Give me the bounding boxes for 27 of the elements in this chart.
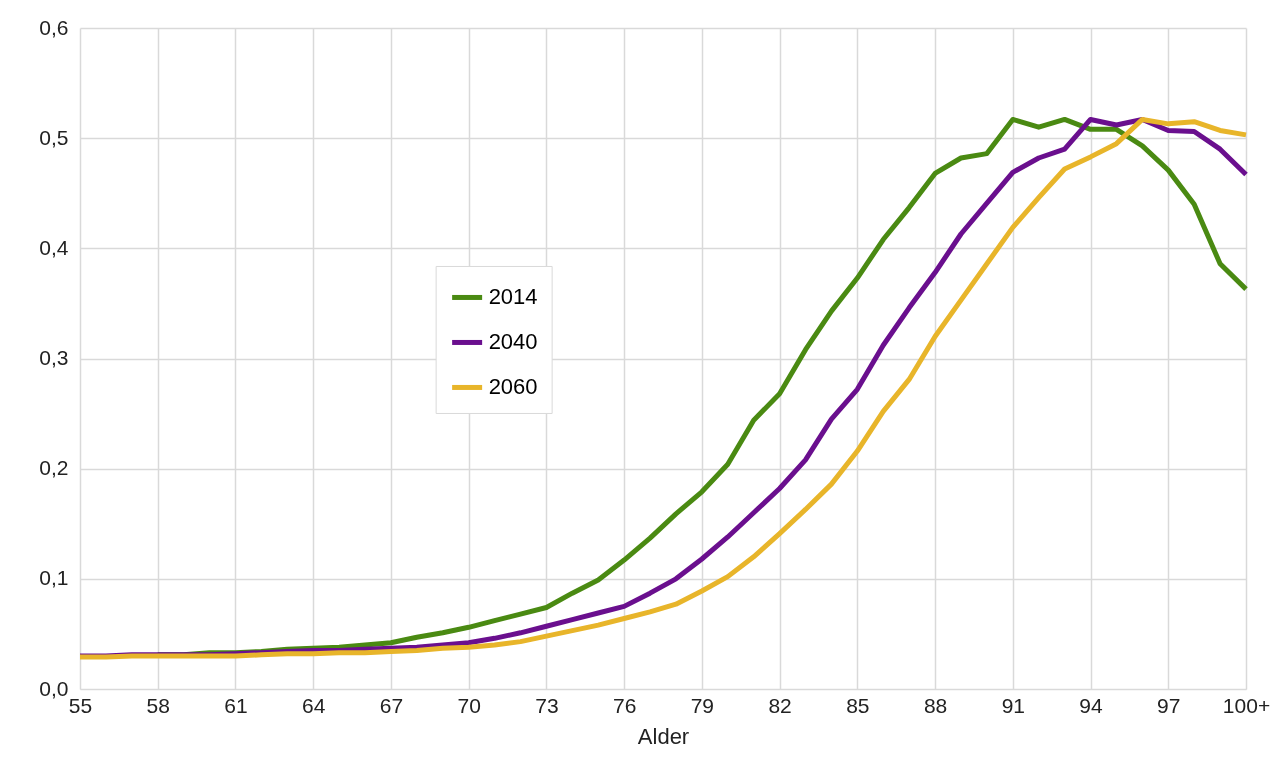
x-tick-label: 97 [1157, 693, 1181, 717]
x-tick-label: 70 [457, 693, 481, 717]
x-tick-label: 91 [1001, 693, 1025, 717]
x-tick-label: 88 [923, 693, 948, 717]
x-tick-label: 64 [302, 693, 326, 717]
x-axis-title: Alder [637, 723, 690, 749]
x-tick-label: 58 [146, 693, 170, 717]
legend-label: 2040 [488, 329, 538, 355]
x-tick-label: 85 [846, 693, 870, 717]
x-tick-label: 76 [612, 693, 637, 717]
y-tick-label: 0,2 [39, 456, 69, 480]
x-tick-label: 82 [768, 693, 792, 717]
x-tick-label: 94 [1079, 693, 1104, 717]
y-tick-label: 0,4 [39, 235, 69, 259]
x-tick-label: 73 [535, 693, 559, 717]
x-tick-label: 61 [224, 693, 248, 717]
x-tick-label: 55 [68, 693, 93, 717]
y-tick-label: 0,6 [39, 15, 69, 39]
x-tick-label: 67 [379, 693, 404, 717]
legend-label: 2060 [488, 374, 538, 400]
y-tick-label: 0,5 [39, 125, 69, 149]
y-tick-label: 0,1 [39, 566, 69, 590]
y-tick-label: 0,0 [39, 676, 69, 700]
x-tick-label: 100+ [1222, 693, 1271, 717]
legend-label: 2014 [488, 284, 538, 310]
y-tick-label: 0,3 [39, 346, 69, 369]
x-tick-label: 79 [690, 693, 715, 717]
